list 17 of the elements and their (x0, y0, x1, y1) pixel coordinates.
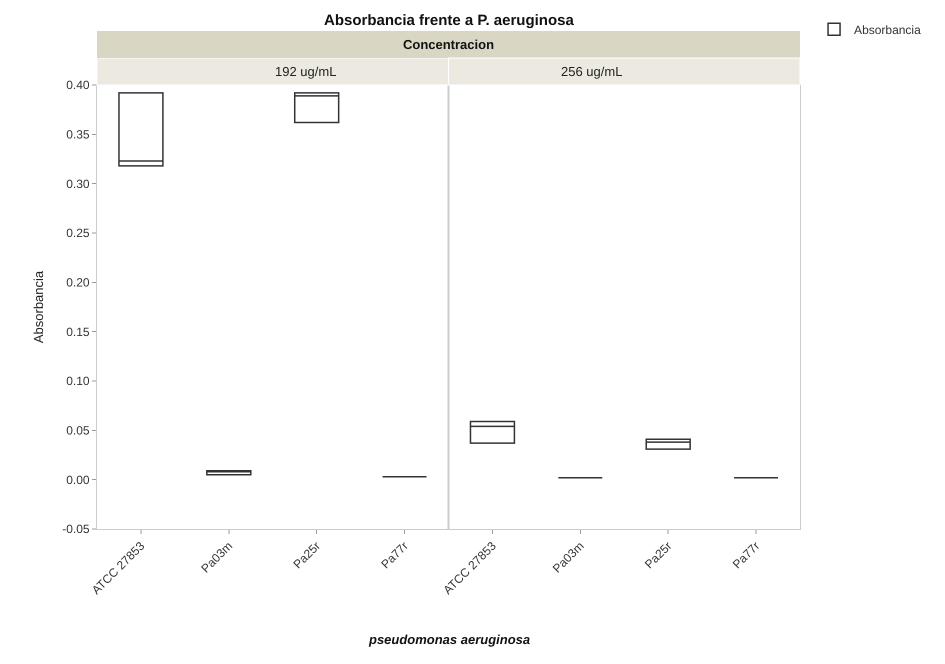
text: Absorbancia frente a P. aeruginosa (324, 12, 574, 29)
y-tick-label: 0.00 (66, 472, 90, 487)
y-tick-label: 0.20 (66, 276, 90, 290)
y-tick-label: -0.05 (62, 522, 90, 536)
y-tick-label: 0.10 (66, 374, 90, 388)
y-tick-label: 0.25 (66, 226, 90, 240)
y-tick-label: 0.15 (66, 324, 90, 339)
text: Concentracion (403, 37, 494, 52)
chart-title: 256 ug/mL (561, 64, 622, 79)
x-axis-title: pseudomonas aeruginosa (368, 632, 530, 647)
y-tick-label: 0.35 (66, 128, 90, 142)
y-tick-label: 0.30 (66, 176, 90, 191)
y-tick-label: 0.40 (66, 78, 90, 92)
y-axis-title: Absorbancia (31, 270, 46, 344)
y-tick-label: 0.05 (66, 424, 90, 438)
legend-label: Absorbancia (854, 22, 922, 37)
chart-title: 192 ug/mL (275, 64, 336, 79)
